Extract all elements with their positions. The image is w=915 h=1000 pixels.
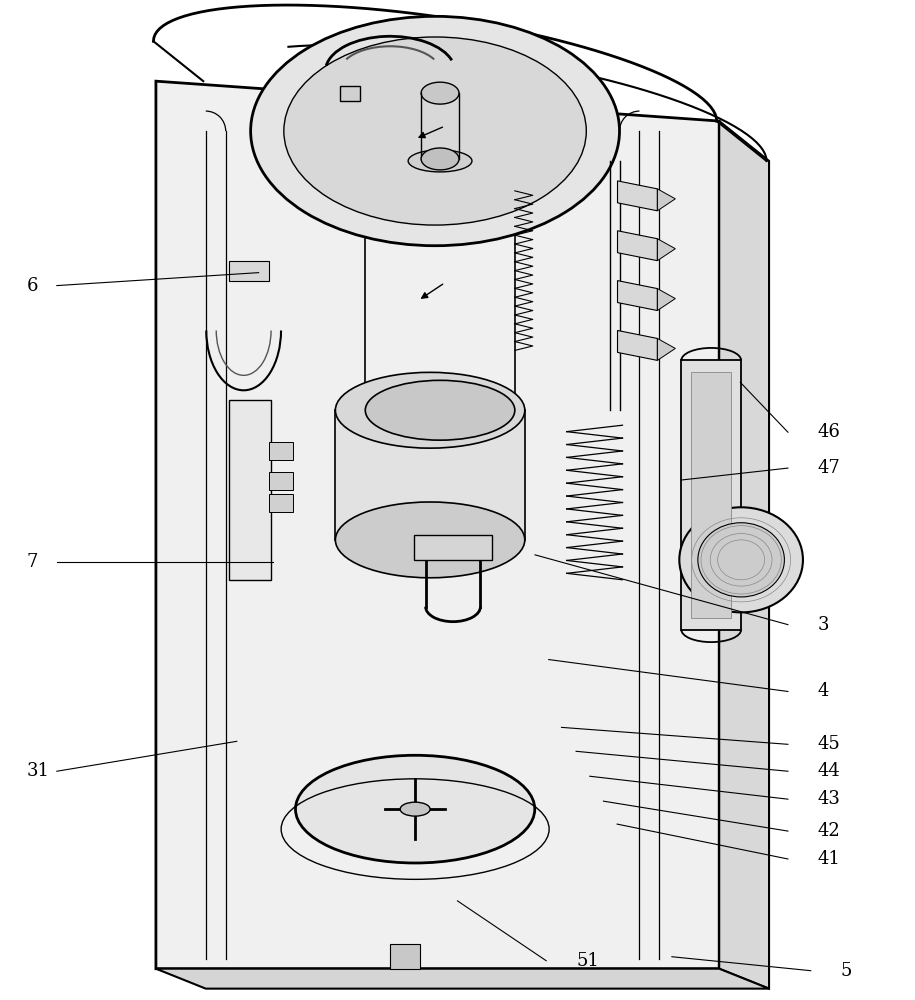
Ellipse shape <box>251 16 619 246</box>
Text: 4: 4 <box>818 682 829 700</box>
Text: 31: 31 <box>27 762 50 780</box>
Polygon shape <box>618 330 657 360</box>
Polygon shape <box>156 969 769 989</box>
Polygon shape <box>657 239 675 261</box>
Polygon shape <box>618 231 657 261</box>
Polygon shape <box>414 535 492 560</box>
Text: 47: 47 <box>818 459 841 477</box>
Polygon shape <box>336 410 525 540</box>
Text: 3: 3 <box>818 616 829 634</box>
Ellipse shape <box>336 502 525 578</box>
Polygon shape <box>156 81 719 969</box>
Polygon shape <box>682 360 741 630</box>
Text: 41: 41 <box>818 850 841 868</box>
Ellipse shape <box>365 380 515 440</box>
Ellipse shape <box>408 150 472 172</box>
Text: 6: 6 <box>27 277 38 295</box>
Text: 5: 5 <box>841 962 852 980</box>
Ellipse shape <box>336 372 525 448</box>
Polygon shape <box>692 372 731 618</box>
Polygon shape <box>390 944 420 969</box>
Polygon shape <box>618 281 657 311</box>
Ellipse shape <box>698 523 784 597</box>
Polygon shape <box>229 400 271 580</box>
Ellipse shape <box>365 161 515 221</box>
Polygon shape <box>657 289 675 311</box>
Polygon shape <box>269 442 293 460</box>
Polygon shape <box>618 181 657 211</box>
Ellipse shape <box>400 802 430 816</box>
Polygon shape <box>269 494 293 512</box>
Text: 44: 44 <box>818 762 841 780</box>
Text: 43: 43 <box>818 790 841 808</box>
Ellipse shape <box>679 507 803 612</box>
Polygon shape <box>719 121 769 989</box>
Ellipse shape <box>421 82 459 104</box>
Text: 42: 42 <box>818 822 841 840</box>
Text: 46: 46 <box>818 423 841 441</box>
Text: 45: 45 <box>818 735 841 753</box>
Polygon shape <box>269 472 293 490</box>
Polygon shape <box>657 338 675 360</box>
Text: 7: 7 <box>27 553 38 571</box>
Polygon shape <box>657 189 675 211</box>
Text: 51: 51 <box>576 952 599 970</box>
Polygon shape <box>340 86 361 101</box>
Ellipse shape <box>296 755 534 863</box>
Polygon shape <box>229 261 269 281</box>
Ellipse shape <box>284 37 587 225</box>
Ellipse shape <box>421 148 459 170</box>
